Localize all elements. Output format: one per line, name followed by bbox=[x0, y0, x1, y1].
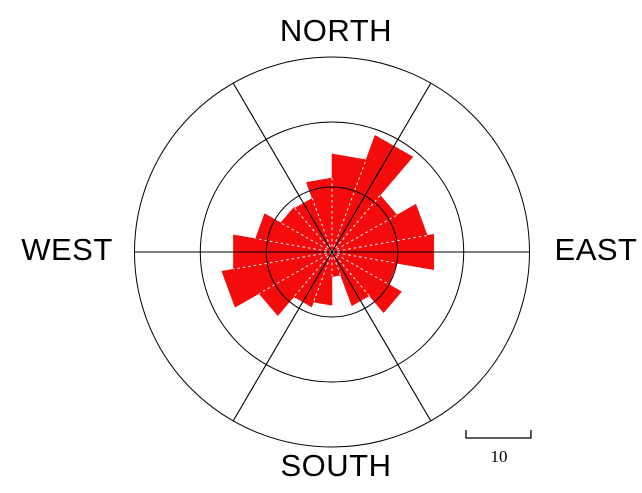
sector-divider-line bbox=[331, 194, 381, 253]
grid-spoke bbox=[232, 82, 432, 422]
sector-divider-line bbox=[294, 207, 333, 253]
sector-divider-line bbox=[313, 251, 333, 303]
sector-divider-line bbox=[293, 251, 333, 298]
sector-divider-line bbox=[311, 198, 333, 253]
sector-divider-line bbox=[331, 214, 398, 253]
sector-divider-line bbox=[255, 238, 333, 253]
sector-divider-line bbox=[233, 251, 333, 270]
compass-label-west: WEST bbox=[21, 232, 113, 267]
sector-divider-line bbox=[331, 251, 370, 297]
rose-petal bbox=[331, 251, 398, 285]
scale-bar-label: 10 bbox=[490, 447, 508, 466]
compass-label-east: EAST bbox=[554, 232, 638, 267]
compass-label-north: NORTH bbox=[279, 13, 393, 48]
sector-divider-line bbox=[280, 222, 333, 253]
scale-bar bbox=[465, 430, 532, 439]
rose-petal bbox=[313, 251, 333, 306]
sector-divider-line bbox=[331, 251, 342, 276]
compass-label-south: SOUTH bbox=[280, 448, 392, 483]
